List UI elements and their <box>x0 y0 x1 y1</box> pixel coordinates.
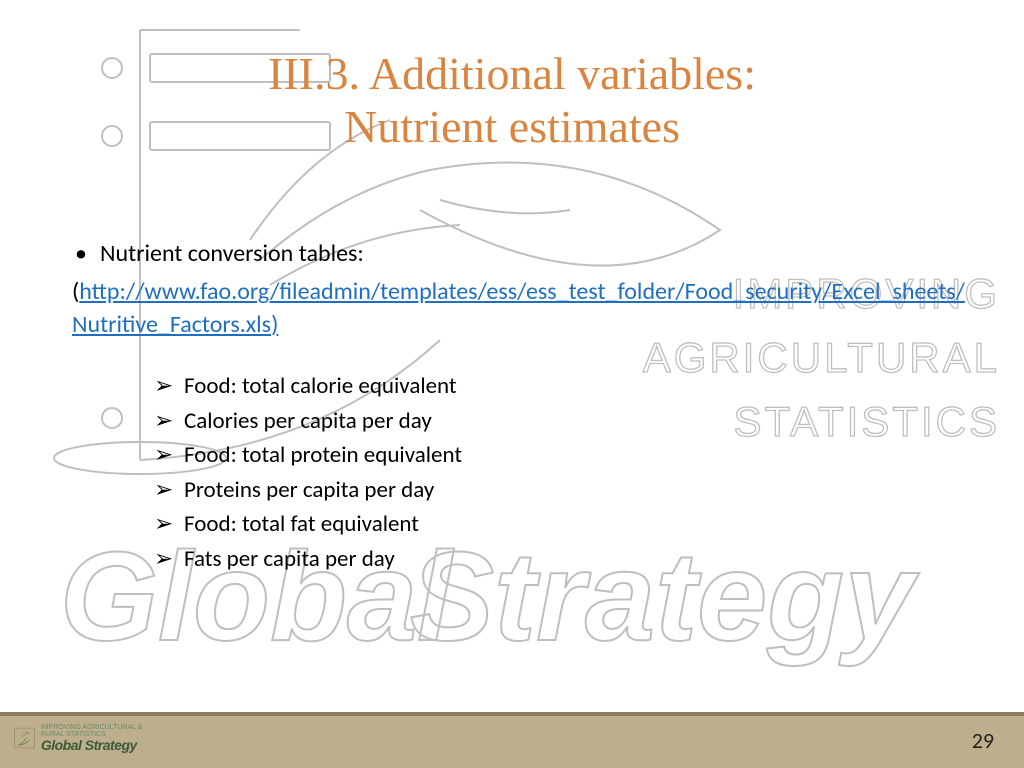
footer-logo: IMPROVING AGRICULTURAL & RURAL STATISTIC… <box>14 712 144 764</box>
arrow-icon: ➢ <box>154 542 174 577</box>
page-number: 29 <box>972 727 994 754</box>
sub-item-text: Fats per capita per day <box>184 542 395 577</box>
nutritive-factors-link[interactable]: http://www.fao.org/fileadmin/templates/e… <box>72 277 965 338</box>
list-item: ➢ Food: total fat equivalent <box>154 507 976 542</box>
list-item: ➢ Fats per capita per day <box>154 542 976 577</box>
sub-list: ➢ Food: total calorie equivalent ➢ Calorie… <box>154 369 976 576</box>
arrow-icon: ➢ <box>154 369 174 404</box>
list-item: ➢ Proteins per capita per day <box>154 473 976 508</box>
slide-title: III.3. Additional variables: Nutrient es… <box>0 48 1024 154</box>
logo-main-text: Global Strategy <box>41 737 137 753</box>
slide: IMPROVING AGRICULTURAL STATISTICS Global… <box>0 0 1024 768</box>
wheat-icon <box>14 721 35 755</box>
bullet-marker: • <box>72 238 90 270</box>
list-item: ➢ Food: total calorie equivalent <box>154 369 976 404</box>
list-item: ➢ Food: total protein equivalent <box>154 438 976 473</box>
title-line-2: Nutrient estimates <box>0 101 1024 154</box>
sub-item-text: Food: total protein equivalent <box>184 438 462 473</box>
sub-item-text: Food: total calorie equivalent <box>184 369 457 404</box>
sub-item-text: Calories per capita per day <box>184 404 432 439</box>
sub-item-text: Proteins per capita per day <box>184 473 434 508</box>
arrow-icon: ➢ <box>154 438 174 473</box>
arrow-icon: ➢ <box>154 404 174 439</box>
bullet-text: Nutrient conversion tables: <box>100 238 364 270</box>
paren-close: ) <box>271 310 278 339</box>
arrow-icon: ➢ <box>154 473 174 508</box>
logo-small-text: IMPROVING AGRICULTURAL & RURAL STATISTIC… <box>41 724 144 738</box>
footer-bar: IMPROVING AGRICULTURAL & RURAL STATISTIC… <box>0 716 1024 768</box>
arrow-icon: ➢ <box>154 507 174 542</box>
slide-body: • Nutrient conversion tables: (http://ww… <box>72 238 976 576</box>
footer-logo-text: IMPROVING AGRICULTURAL & RURAL STATISTIC… <box>41 724 144 752</box>
sub-item-text: Food: total fat equivalent <box>184 507 419 542</box>
list-item: ➢ Calories per capita per day <box>154 404 976 439</box>
link-line: (http://www.fao.org/fileadmin/templates/… <box>72 276 976 341</box>
bullet-item: • Nutrient conversion tables: <box>72 238 976 270</box>
title-line-1: III.3. Additional variables: <box>0 48 1024 101</box>
